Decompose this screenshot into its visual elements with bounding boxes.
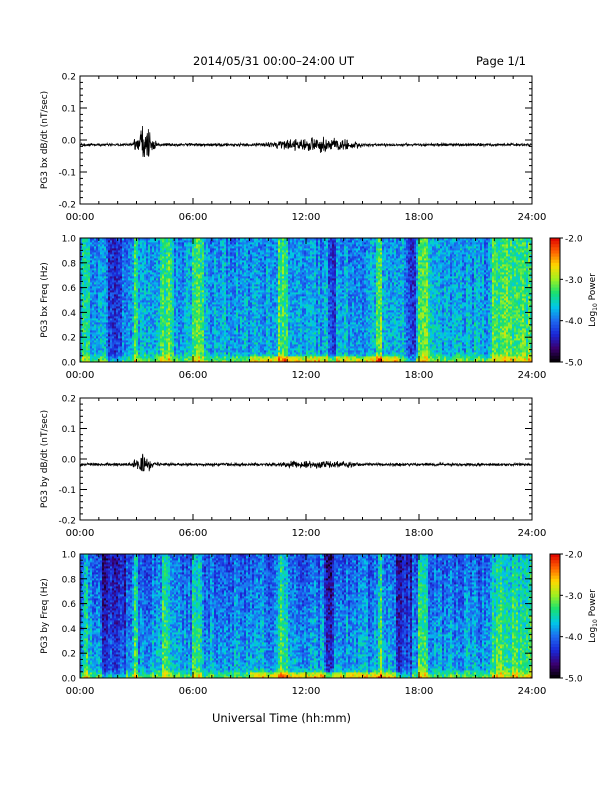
x-tick-label: 24:00 [518, 212, 547, 223]
spectrogram-cells [80, 238, 532, 362]
y-tick-label: 0.1 [62, 105, 76, 115]
y-axis-label: PG3 bx dB/dt (nT/sec) [40, 91, 50, 189]
y-tick-label: -0.1 [58, 169, 76, 179]
x-tick-label: 12:00 [292, 212, 321, 223]
y-tick-label: 0.2 [62, 73, 76, 83]
x-tick-label: 06:00 [179, 212, 208, 223]
x-tick-label: 00:00 [66, 212, 95, 223]
x-tick-label: 18:00 [405, 212, 434, 223]
y-tick-label: 0.0 [62, 137, 77, 147]
y-tick-label: -0.2 [58, 201, 76, 211]
